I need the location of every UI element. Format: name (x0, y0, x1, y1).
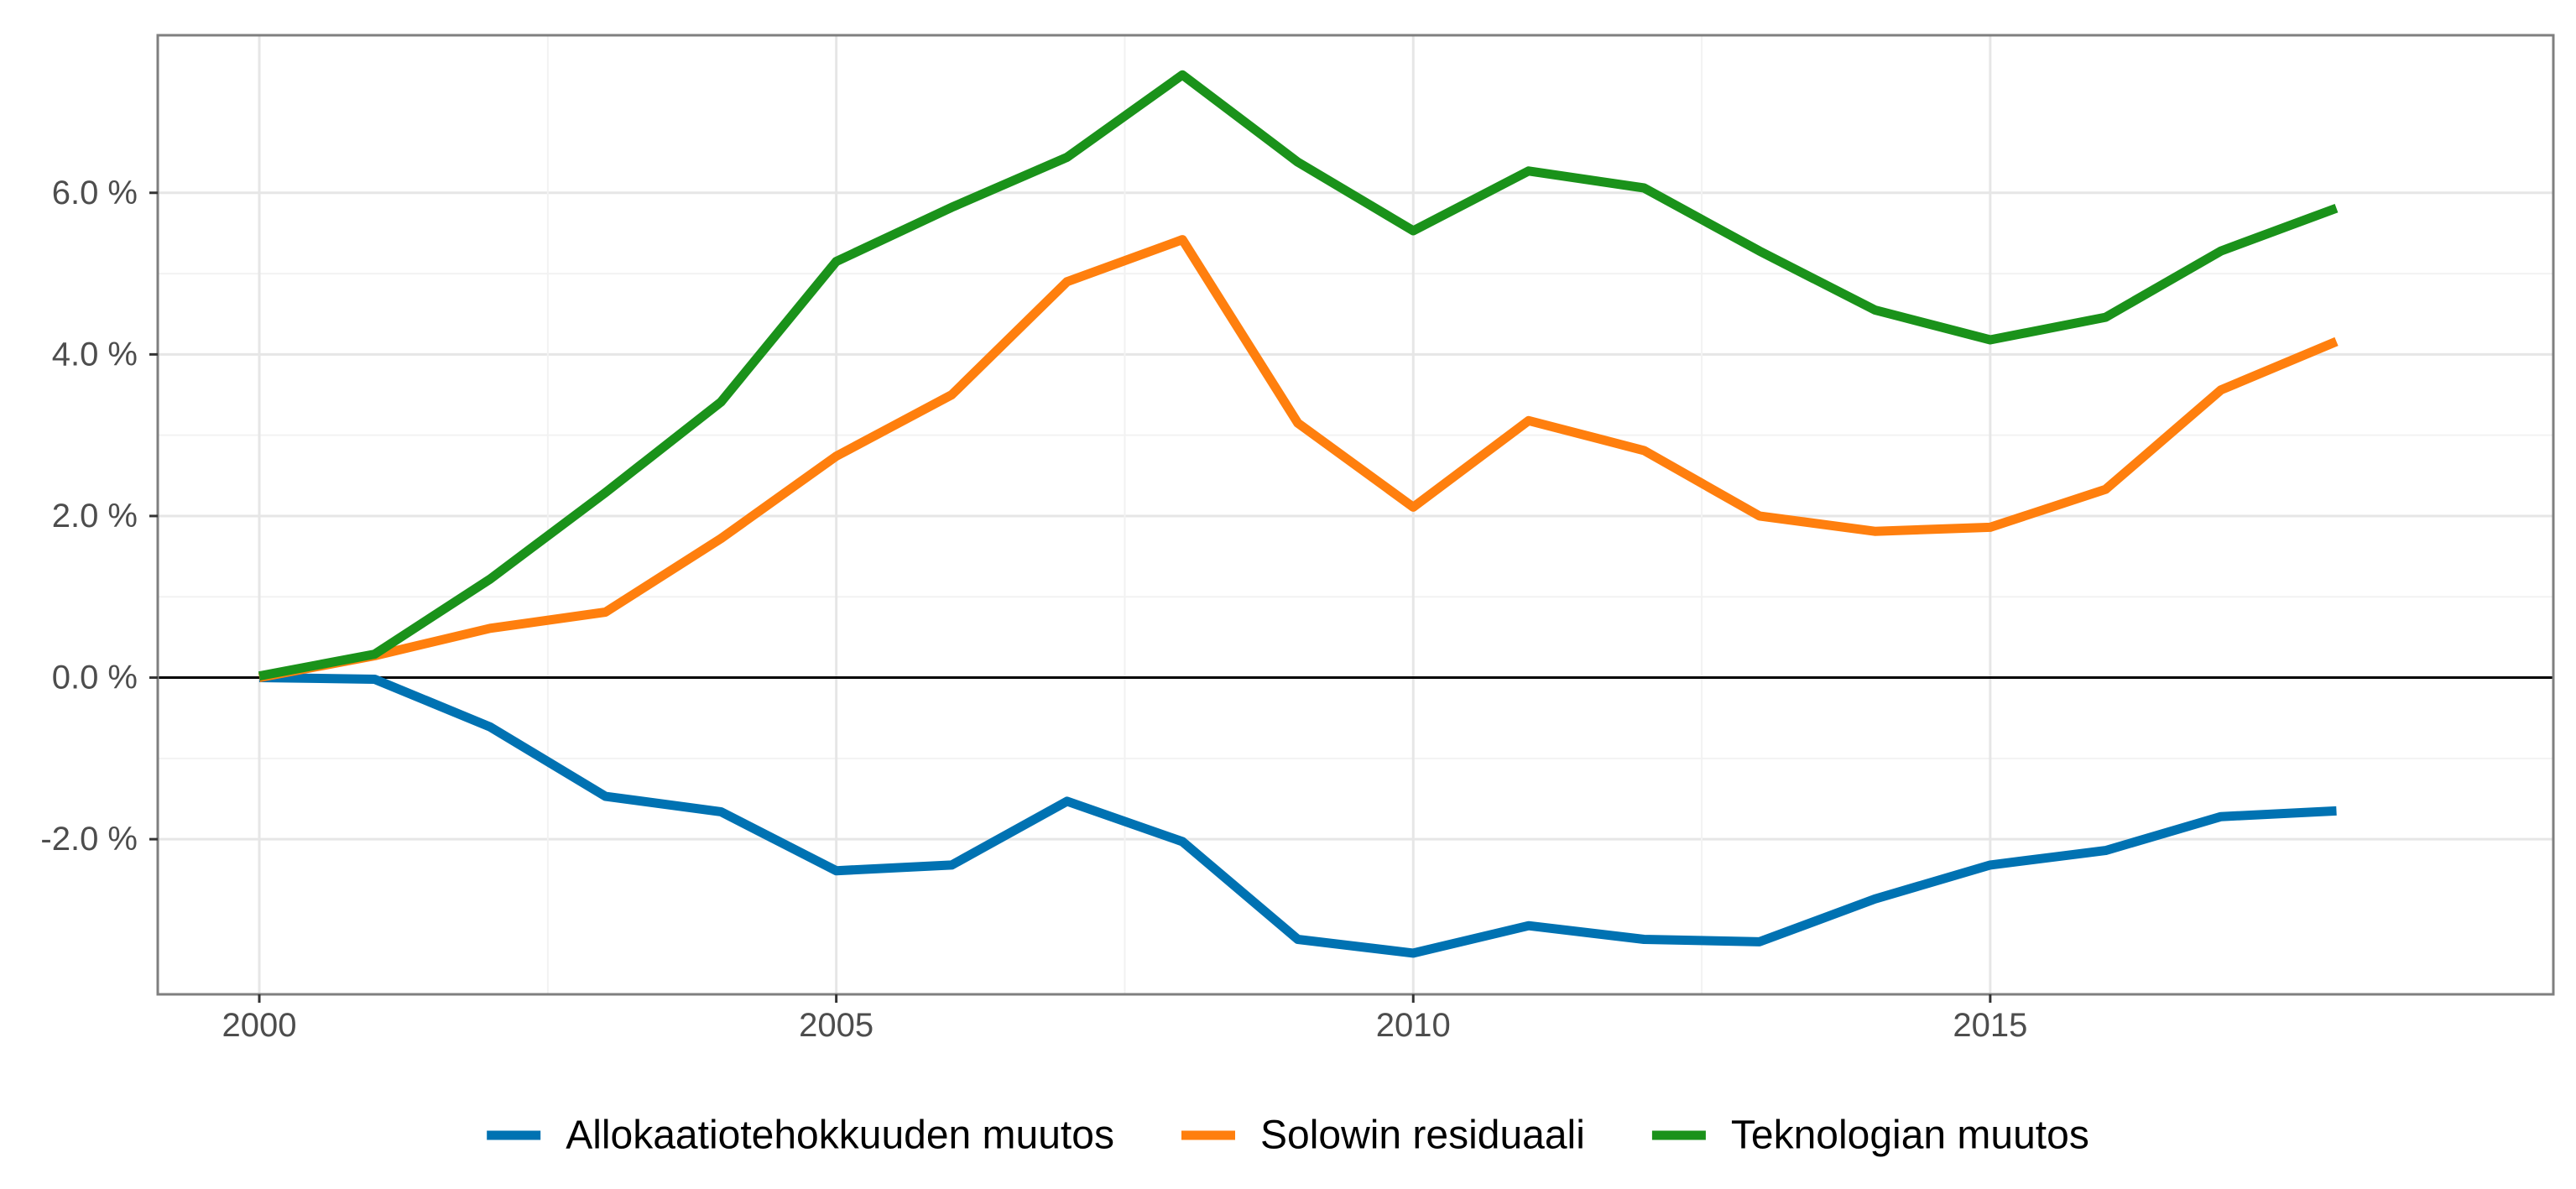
series-line-2 (258, 235, 2339, 682)
legend-label: Solowin residuaali (1260, 1113, 1585, 1158)
series-line-1 (258, 673, 2337, 958)
series-lines (258, 70, 2339, 958)
legend-item: Teknologian muutos (1651, 1113, 2089, 1158)
y-axis: -2.0 % 0.0 % 2.0 % 4.0 % 6.0 % (40, 175, 158, 858)
y-tick-label: 2.0 % (52, 498, 138, 535)
x-tick-label: 2010 (1376, 1007, 1451, 1044)
y-tick-label: 0.0 % (52, 660, 138, 696)
legend-item: Solowin residuaali (1181, 1113, 1585, 1158)
x-tick-label: 2000 (222, 1007, 297, 1044)
series-line-3 (258, 70, 2339, 681)
legend-label: Allokaatiotehokkuuden muutos (566, 1113, 1114, 1158)
legend-label: Teknologian muutos (1731, 1113, 2089, 1158)
y-tick-label: -2.0 % (40, 821, 138, 858)
legend-item: Allokaatiotehokkuuden muutos (487, 1113, 1114, 1158)
x-tick-label: 2015 (1953, 1007, 2027, 1044)
x-axis: 2000 2005 2010 2015 (222, 994, 2027, 1044)
y-tick-label: 6.0 % (52, 175, 138, 211)
x-tick-label: 2005 (799, 1007, 873, 1044)
y-tick-label: 4.0 % (52, 336, 138, 373)
legend: Allokaatiotehokkuuden muutos Solowin resi… (487, 1113, 2089, 1158)
x-gridlines (258, 35, 1992, 994)
